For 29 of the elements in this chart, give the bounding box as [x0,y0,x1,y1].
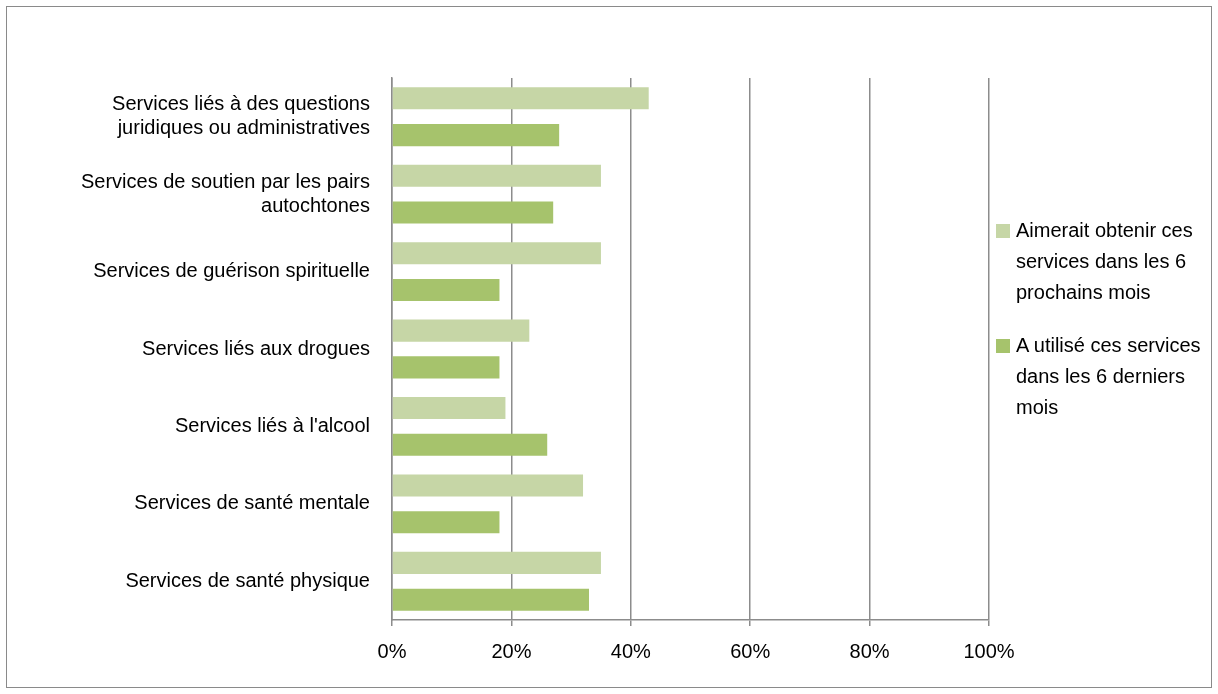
bar [392,124,560,147]
bar [392,201,554,224]
bar [392,356,500,379]
x-tick-label: 80% [849,639,890,662]
legend-label: Aimerait obtenir ces services dans les 6 prochains mois [1016,218,1194,305]
y-tick-label: Services liés aux drogues [142,336,370,359]
bar [392,397,506,420]
bar [392,278,500,301]
x-tick-label: 60% [730,639,771,662]
bar [392,474,584,497]
y-tick-label: Services de guérison spirituelle [93,259,370,282]
y-tick-label: Services liés à l'alcool [174,413,370,436]
bar [392,87,649,110]
legend-label: A utilisé ces services dans les 6 derniers mois [1016,333,1202,420]
y-tick-label: Services liés à des questions juridiques ou administratives [112,92,370,139]
x-tick-label: 20% [491,639,532,662]
y-tick-label: Services de santé mentale [134,491,370,514]
x-tick-label: 0% [377,639,407,662]
bar [392,588,590,611]
x-tick-label: 100% [963,639,1015,662]
y-tick-label: Services de soutien par les pairs autochtones [80,169,370,216]
bar [392,242,601,265]
bar [392,433,548,456]
y-tick-label: Services de santé physique [125,568,370,591]
bar [392,319,530,342]
bar [392,551,601,574]
x-tick-label: 40% [610,639,652,662]
bar [392,511,500,534]
bar [392,164,601,187]
